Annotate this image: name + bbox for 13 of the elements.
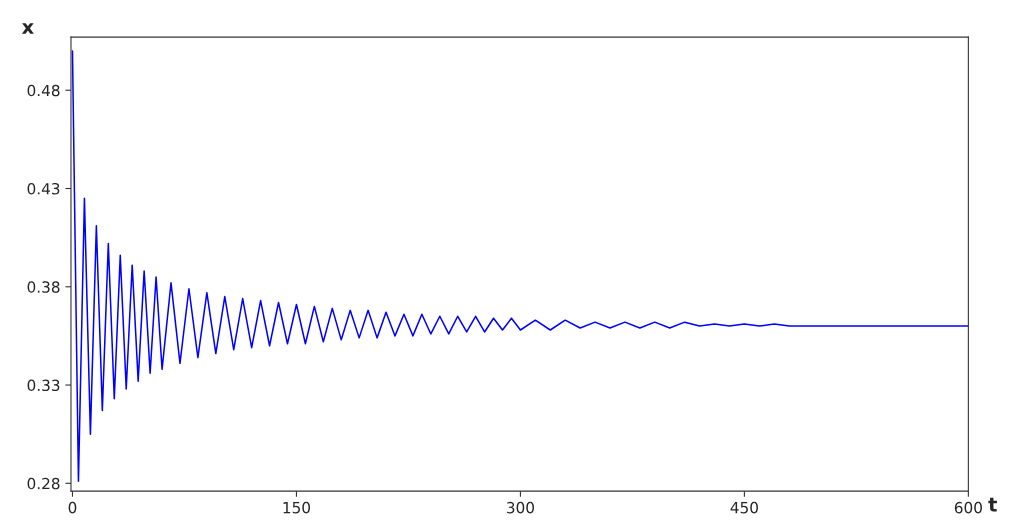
x-tick-label: 150 [283,501,311,514]
y-axis-title: x [21,23,34,34]
y-tick-label: 0.38 [27,281,60,293]
x-tick-label: 300 [507,501,534,514]
y-tick-label: 0.28 [27,477,60,490]
x-axis-title: t [988,497,997,512]
x-tick-label: 600 [954,501,982,514]
y-tick-label: 0.43 [27,182,60,195]
x-tick-label: 450 [730,501,758,514]
y-tick-label: 0.48 [27,84,60,97]
y-tick-label: 0.33 [27,379,60,392]
line-series [71,50,969,483]
x-tick-label: 0 [68,501,77,514]
